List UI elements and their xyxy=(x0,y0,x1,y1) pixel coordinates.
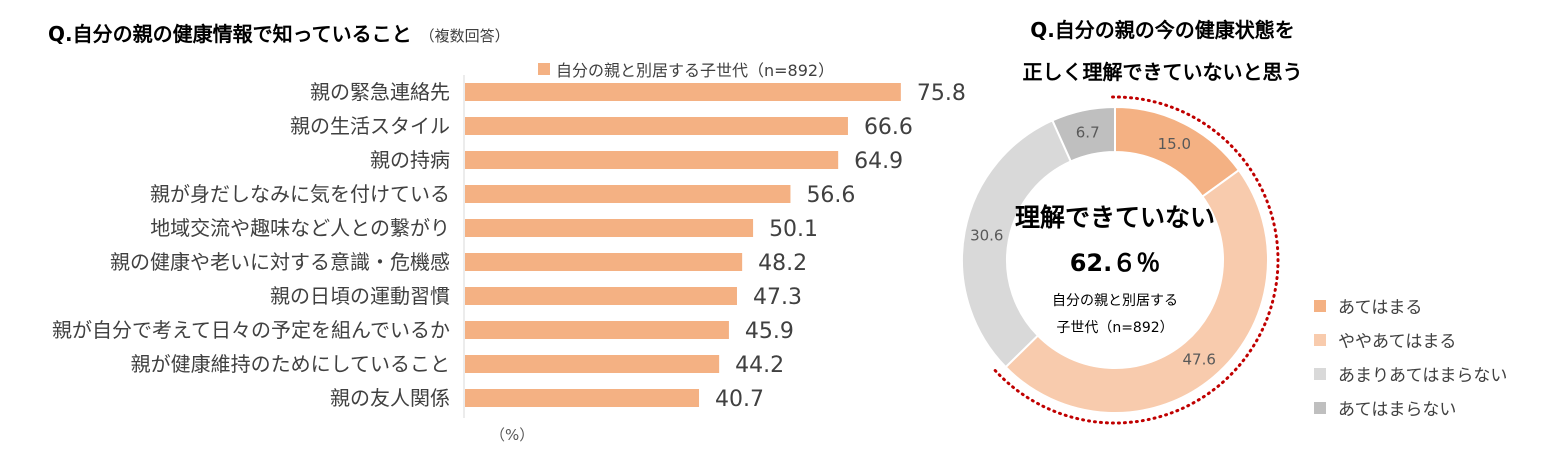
bar-chart-title-note: （複数回答） xyxy=(419,27,510,45)
donut-slice-label: 30.6 xyxy=(970,227,1003,245)
donut-center-sub-line1: 自分の親と別居する xyxy=(1052,293,1178,309)
category-label: 親が身だしなみに気を付けている xyxy=(150,182,450,206)
bar-value-label: 50.1 xyxy=(769,217,818,242)
bar xyxy=(465,117,848,135)
category-label: 親の緊急連絡先 xyxy=(310,80,450,104)
legend-swatch xyxy=(1314,367,1326,380)
category-label: 親の日頃の運動習慣 xyxy=(270,284,450,308)
bar-value-label: 66.6 xyxy=(864,115,913,140)
donut-legend-label: あまりあてはまらない xyxy=(1338,366,1508,386)
donut-legend-item: ややあてはまる xyxy=(1314,327,1456,352)
category-label: 親の持病 xyxy=(370,148,450,172)
category-label: 親が自分で考えて日々の予定を組んでいるか xyxy=(52,318,450,342)
donut-slice-label: 47.6 xyxy=(1182,351,1215,369)
category-label: 親が健康維持のためにしていること xyxy=(131,352,450,376)
donut-legend-item: あまりあてはまらない xyxy=(1314,361,1507,386)
donut-center-sub-line2: 子世代（n=892） xyxy=(1056,320,1174,336)
bar-value-label: 75.8 xyxy=(917,81,966,106)
donut-slice-label: 6.7 xyxy=(1076,123,1100,141)
bar-value-label: 48.2 xyxy=(758,251,807,276)
bar xyxy=(465,321,729,339)
category-label: 親の生活スタイル xyxy=(290,114,450,138)
donut-center-title: 理解できていない xyxy=(1014,203,1215,232)
category-label: 地域交流や趣味など人との繋がり xyxy=(150,216,450,240)
bar-chart-unit-label: （%） xyxy=(490,426,535,444)
donut-slice xyxy=(1051,105,1116,163)
bar xyxy=(465,151,839,169)
legend-swatch xyxy=(1314,299,1326,312)
bar-value-label: 56.6 xyxy=(806,183,855,208)
donut-legend-item: あてはまらない xyxy=(1314,395,1456,420)
bar xyxy=(465,355,720,373)
bar xyxy=(465,287,737,305)
highlight-dotted-arc xyxy=(993,95,1280,425)
category-label: 親の健康や老いに対する意識・危機感 xyxy=(110,250,450,274)
donut-legend-item: あてはまる xyxy=(1314,293,1422,318)
bar-value-label: 47.3 xyxy=(753,285,802,310)
bar xyxy=(465,83,901,101)
legend-swatch xyxy=(1314,333,1326,346)
bar-value-label: 64.9 xyxy=(854,149,903,174)
donut-legend-label: あてはまらない xyxy=(1338,400,1457,420)
donut-title-line1: Q.自分の親の今の健康状態を xyxy=(1030,18,1295,42)
bar-value-label: 45.9 xyxy=(745,319,794,344)
bar xyxy=(465,219,754,237)
bar-chart-legend: 自分の親と別居する子世代（n=892） xyxy=(538,57,834,81)
bar-value-label: 40.7 xyxy=(715,387,764,412)
donut-legend-label: ややあてはまる xyxy=(1338,332,1457,352)
donut-center-value: 62.６％ xyxy=(1069,249,1161,277)
donut-slice xyxy=(1004,168,1269,414)
legend-swatch xyxy=(538,63,550,75)
donut-slice-label: 15.0 xyxy=(1158,135,1191,153)
bar-chart-title: Q.自分の親の健康情報で知っていること （複数回答） xyxy=(48,22,510,46)
bar-chart: 親の緊急連絡先 75.8 親の生活スタイル 66.6 親の持病 64.9 親が身だしなみに気… xyxy=(52,75,966,418)
bar-value-label: 44.2 xyxy=(735,353,784,378)
bar xyxy=(465,185,791,203)
category-label: 親の友人関係 xyxy=(330,386,450,410)
donut-legend-label: あてはまる xyxy=(1338,298,1423,318)
bar xyxy=(465,389,700,407)
bar xyxy=(465,253,743,271)
donut-chart: 15.0 47.6 30.6 6.7 xyxy=(961,95,1280,425)
bar-chart-legend-label: 自分の親と別居する子世代（n=892） xyxy=(556,61,835,80)
legend-swatch xyxy=(1314,401,1326,414)
donut-title-line2: 正しく理解できていないと思う xyxy=(1022,60,1303,84)
